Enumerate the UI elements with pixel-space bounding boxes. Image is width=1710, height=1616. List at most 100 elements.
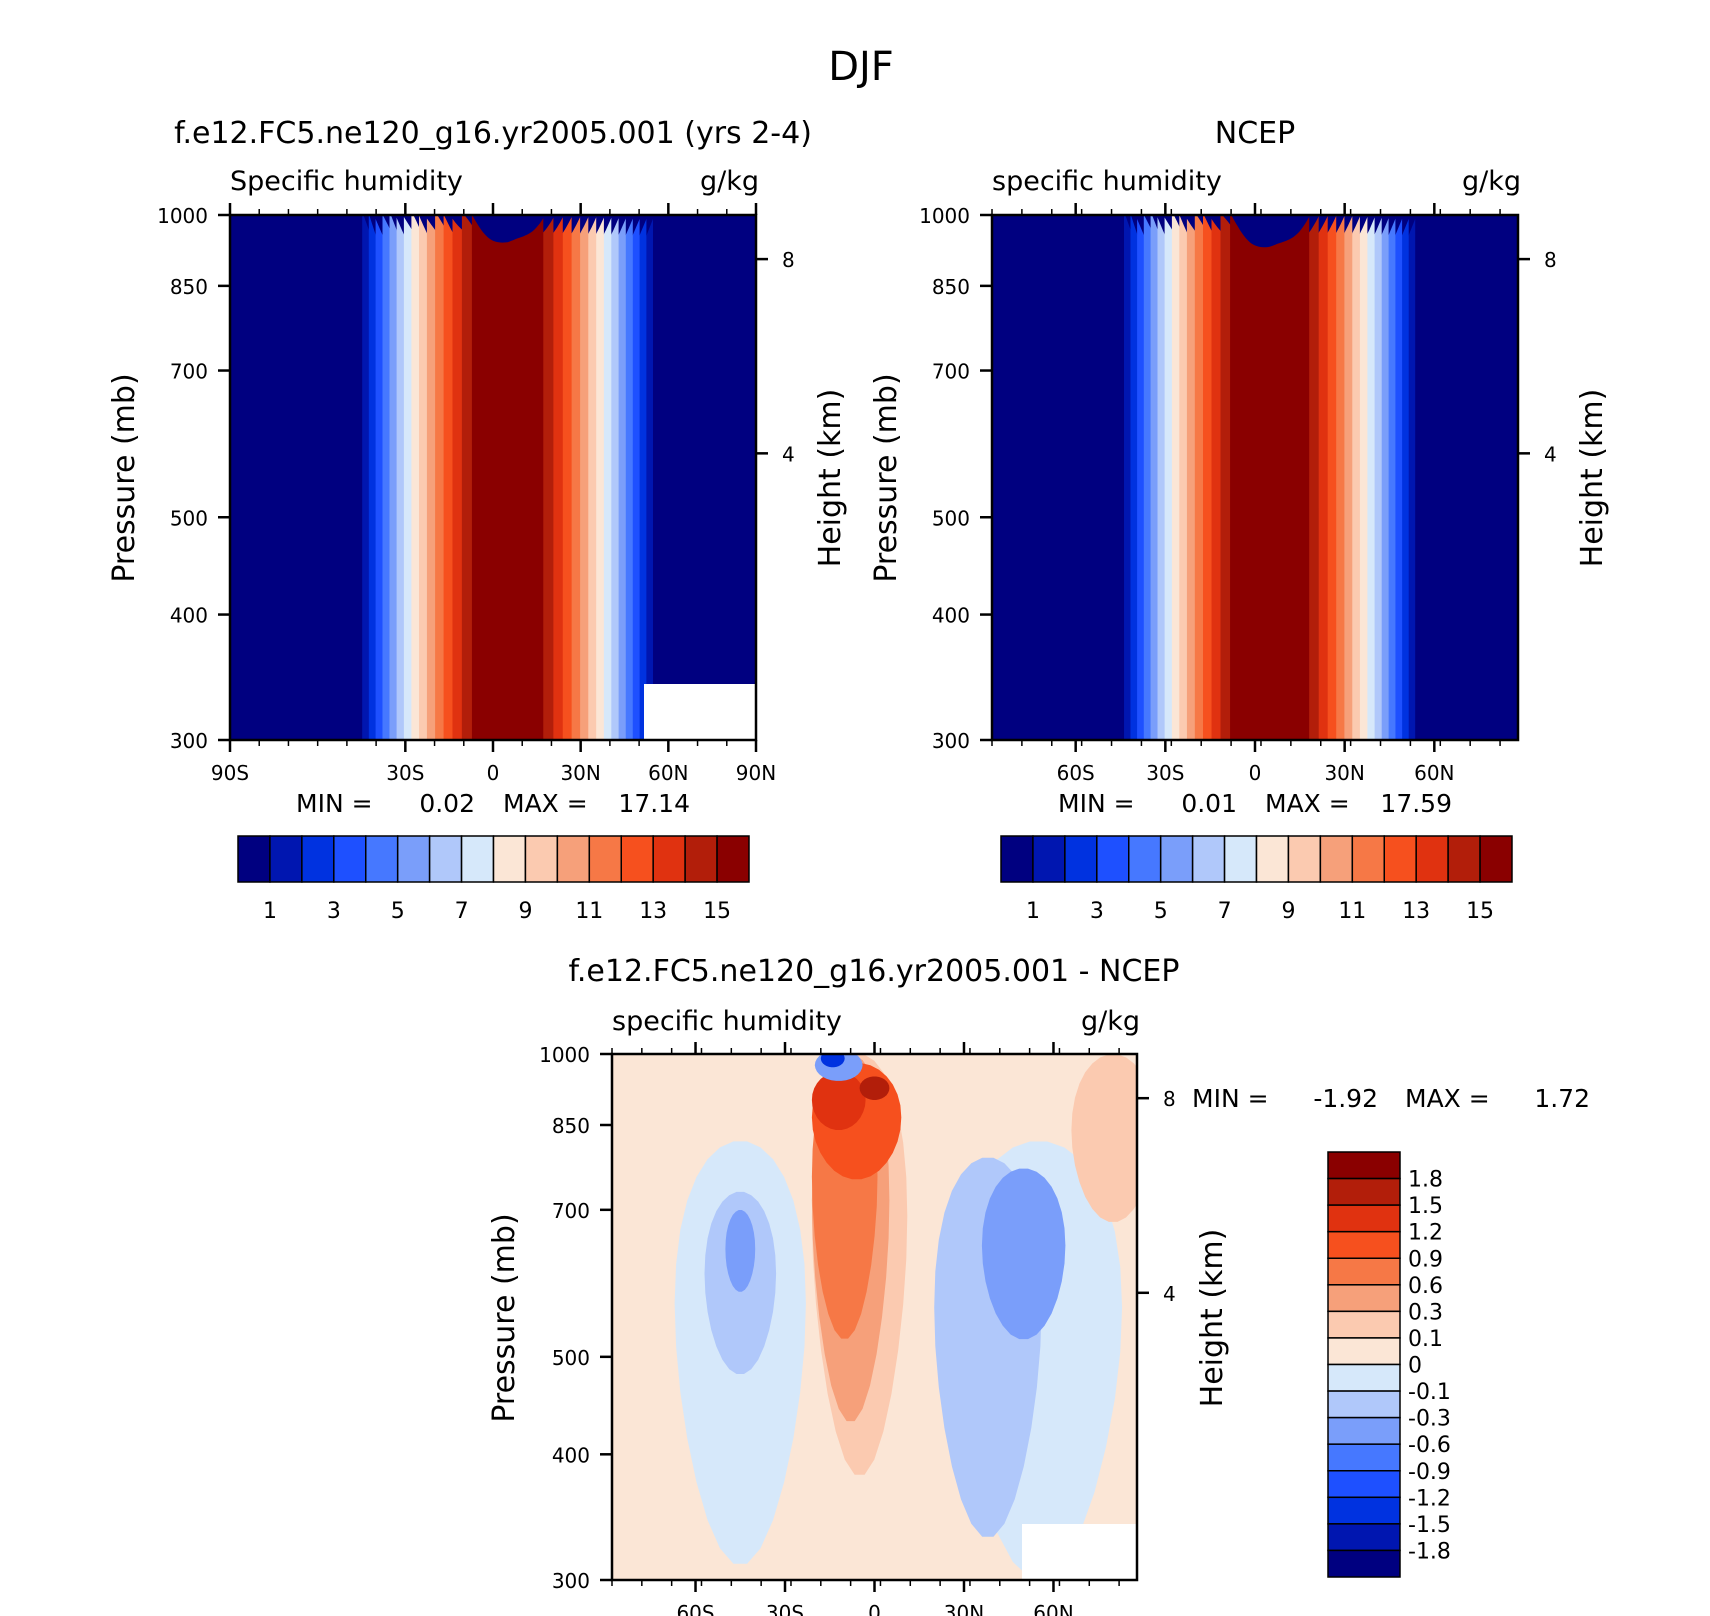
panel-model-xtick-label: 60N [648,761,688,785]
panel-diff-colorbar-box [1327,1177,1401,1206]
panel-model-ytick-label: 500 [170,506,208,530]
panel-diff-xtick-label: 30S [766,1601,804,1616]
panel-ncep-ytick-label: 400 [932,604,970,628]
panel-ncep-max-value: 17.59 [1380,789,1452,818]
panel-diff-colorbar-box [1327,1549,1401,1578]
panel-diff-min-value: -1.92 [1313,1084,1378,1113]
panel-model-title: f.e12.FC5.ne120_g16.yr2005.001 (yrs 2-4) [174,116,812,151]
panel-model-colorbar-box [716,835,750,883]
panel-ncep-min-value: 0.01 [1181,789,1237,818]
panel-diff-ytick-label: 400 [552,1443,590,1467]
panel-ncep-colorbar-box [1351,835,1385,883]
panel-model-colorbar-label: 15 [703,899,731,924]
panel-ncep-contours [992,215,1518,740]
panel-model-colorbar-label: 3 [327,899,341,924]
panel-diff-title: f.e12.FC5.ne120_g16.yr2005.001 - NCEP [569,954,1180,989]
panel-ncep-y2tick-label: 4 [1544,442,1557,466]
panel-ncep-colorbar-label: 3 [1090,899,1104,924]
panel-ncep-y2tick-label: 8 [1544,248,1557,272]
panel-ncep-units: g/kg [1462,166,1521,197]
panel-model-contour-level [471,215,544,740]
panel-model-colorbar-box [333,835,367,883]
panel-diff-contours [612,1054,1137,1580]
panel-diff-colorbar-box [1327,1337,1401,1366]
panel-diff-neg-region [820,1054,845,1068]
panel-diff-colorbar-label: 0 [1408,1354,1422,1379]
panel-diff-y2tick-label: 4 [1163,1282,1176,1306]
panel-ncep-colorbar-box [1096,835,1130,883]
panel-diff: f.e12.FC5.ne120_g16.yr2005.001 - NCEP sp… [487,954,1590,1616]
panel-diff-colorbar-box [1327,1523,1401,1552]
panel-model-y2tick-label: 8 [782,248,795,272]
panel-diff-colorbar-label: 0.6 [1408,1274,1443,1299]
panel-model-units: g/kg [700,166,759,197]
panel-diff-colorbar-label: 1.5 [1408,1194,1443,1219]
panel-diff-colorbar-label: 0.1 [1408,1327,1443,1352]
panel-ncep-colorbar-label: 9 [1281,899,1295,924]
panel-model-colorbar-box [492,835,527,883]
panel-model-ytick-label: 400 [170,604,208,628]
panel-ncep-colorbar: 1 3 5 7 9 11 13 15 [1000,835,1513,924]
panel-diff-colorbar-box [1327,1363,1401,1392]
panel-model-colorbar-box [460,835,495,883]
panel-diff-ylabel: Pressure (mb) [487,1213,522,1422]
panel-model-max-value: 17.14 [618,789,690,818]
panel-ncep-ytick-label: 1000 [919,204,970,228]
panel-model-colorbar-box [524,835,559,883]
panel-ncep-ytick-label: 300 [932,729,970,753]
panel-ncep-ylabel: Pressure (mb) [869,373,904,582]
panel-diff-colorbar: 1.81.51.20.90.60.30.10-0.1-0.3-0.6-0.9-1… [1327,1151,1451,1578]
panel-diff-neg-region [981,1168,1066,1340]
panel-diff-colorbar-box [1327,1416,1401,1445]
panel-model-ytick-label: 1000 [157,204,208,228]
panel-ncep-ytick-label: 850 [932,275,970,299]
panel-diff-colorbar-label: 0.3 [1408,1300,1443,1325]
panel-model-xtick-label: 30S [386,761,424,785]
panel-diff-colorbar-label: -0.1 [1408,1380,1451,1405]
panel-diff-colorbar-label: -1.8 [1408,1539,1451,1564]
panel-model-min-label: MIN = [296,789,373,818]
panel-diff-colorbar-box [1327,1496,1401,1525]
panel-diff-pos-region [859,1076,890,1100]
panel-model-colorbar-label: 1 [263,899,277,924]
panel-diff-colorbar-box [1327,1310,1401,1339]
panel-ncep: NCEP specific humidity g/kg 60N 30N 0 30S 60… [869,116,1610,924]
panel-model-colorbar-label: 13 [639,899,667,924]
panel-model-max-label: MAX = [503,789,588,818]
panel-model-xtick-label: 90N [736,761,776,785]
panel-diff-colorbar-label: 0.9 [1408,1247,1443,1272]
panel-model-left-label: Specific humidity [230,166,463,197]
panel-diff-y2label: Height (km) [1195,1229,1230,1408]
panel-diff-xtick-label: 60S [676,1601,714,1616]
panel-model-colorbar-box [269,835,303,883]
panel-ncep-xtick-label: 60S [1057,761,1095,785]
panel-model-colorbar-box [428,835,463,883]
panel-diff-colorbar-label: 1.2 [1408,1221,1443,1246]
panel-diff-colorbar-box [1327,1470,1401,1499]
panel-ncep-colorbar-box [1000,835,1034,883]
panel-ncep-colorbar-label: 7 [1218,899,1232,924]
panel-model-colorbar-box [556,835,591,883]
panel-ncep-colorbar-box [1447,835,1481,883]
panel-model-colorbar-label: 11 [575,899,603,924]
panel-ncep-ytick-label: 700 [932,360,970,384]
panel-diff-pos-region [811,1072,866,1130]
panel-diff-units: g/kg [1081,1006,1140,1037]
panel-ncep-xtick-label: 30N [1324,761,1364,785]
panel-diff-max-value: 1.72 [1534,1084,1590,1113]
panel-ncep-colorbar-box [1032,835,1066,883]
panel-ncep-colorbar-box [1319,835,1354,883]
panel-model-min-value: 0.02 [419,789,475,818]
figure-title: DJF [828,44,894,90]
panel-model-xtick-label: 30N [560,761,600,785]
panel-model-colorbar-box [237,835,271,883]
panel-diff-pos-region [1071,1054,1137,1222]
panel-diff-colorbar-label: -0.9 [1408,1460,1451,1485]
panel-model-colorbar-box [396,835,431,883]
panel-model-colorbar: 1 3 5 7 9 11 13 15 [237,835,750,924]
panel-ncep-colorbar-box [1415,835,1449,883]
panel-ncep-colorbar-box [1287,835,1322,883]
panel-model-xtick-label: 0 [487,761,500,785]
panel-ncep-colorbar-box [1159,835,1194,883]
